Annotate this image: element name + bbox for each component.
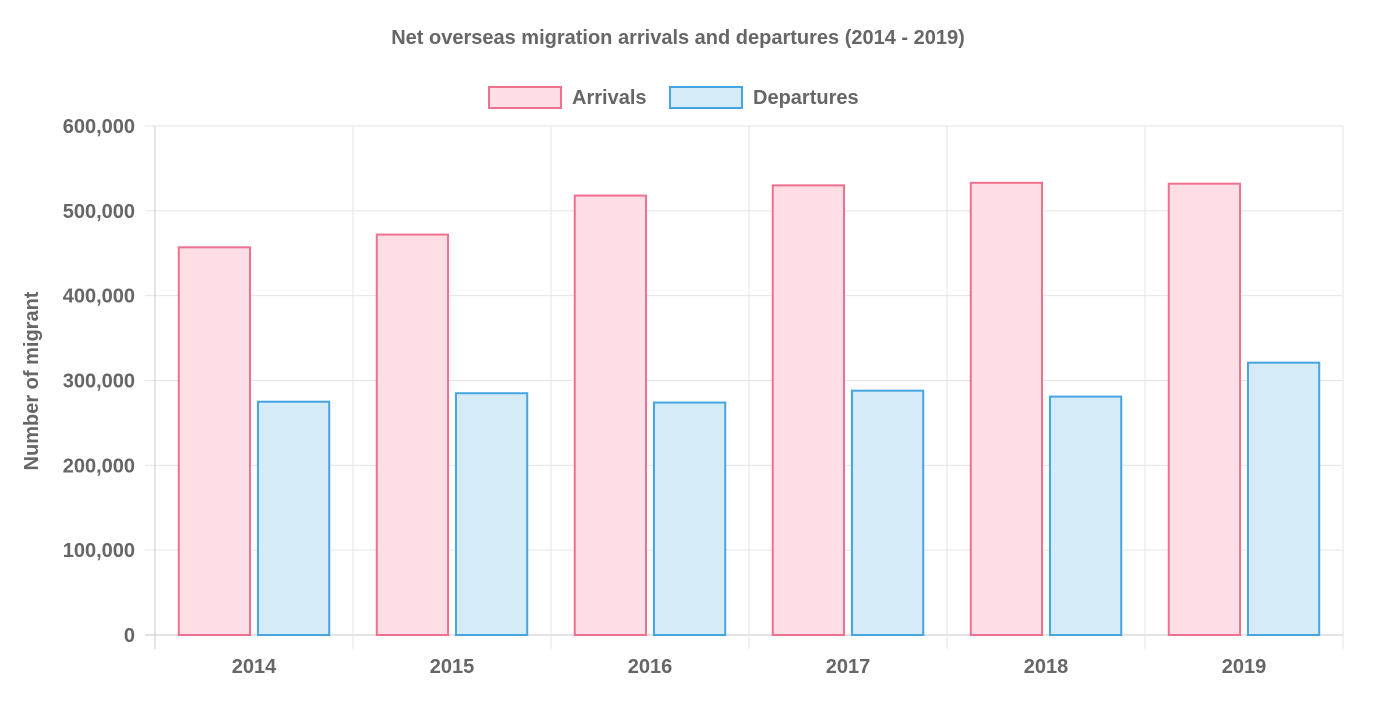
y-axis-title: Number of migrant	[21, 291, 43, 470]
bar-departures-2014[interactable]	[256, 400, 331, 637]
y-axis-ticks: 0 100,000 200,000 300,000 400,000 500,000 600,…	[63, 116, 135, 647]
y-tick-label: 100,000	[63, 540, 135, 562]
y-tick-label: 400,000	[63, 286, 135, 308]
x-tick-label: 2016	[628, 656, 673, 678]
legend-swatch-departures	[669, 86, 743, 109]
bar-arrivals-2017[interactable]	[771, 184, 846, 636]
bar-arrivals-2019[interactable]	[1167, 182, 1242, 636]
x-tick-label: 2017	[826, 656, 871, 678]
x-tick-label: 2019	[1222, 656, 1267, 678]
x-tick-label: 2014	[232, 656, 277, 678]
y-tick-label: 0	[124, 625, 135, 647]
x-axis-ticks: 2014 2015 2016 2017 2018 2019	[232, 656, 1267, 678]
chart-title: Net overseas migration arrivals and depa…	[391, 27, 965, 49]
bar-departures-2017[interactable]	[850, 389, 925, 636]
x-tick-label: 2015	[430, 656, 475, 678]
bar-departures-2019[interactable]	[1246, 361, 1321, 636]
bars	[177, 181, 1321, 637]
bar-departures-2015[interactable]	[454, 392, 529, 636]
x-tick-label: 2018	[1024, 656, 1069, 678]
bar-arrivals-2015[interactable]	[375, 233, 450, 636]
y-tick-label: 500,000	[63, 201, 135, 223]
bar-arrivals-2014[interactable]	[177, 246, 252, 636]
legend-item-departures[interactable]: Departures	[669, 86, 859, 109]
legend-swatch-arrivals	[488, 86, 562, 109]
legend-label-departures: Departures	[753, 87, 859, 109]
bar-departures-2016[interactable]	[652, 401, 727, 636]
y-tick-label: 600,000	[63, 116, 135, 138]
legend: Arrivals Departures	[488, 86, 859, 109]
legend-item-arrivals[interactable]: Arrivals	[488, 86, 647, 109]
bar-arrivals-2016[interactable]	[573, 194, 648, 637]
grid-lines	[145, 125, 1344, 649]
y-tick-label: 300,000	[63, 371, 135, 393]
bar-departures-2018[interactable]	[1048, 395, 1123, 637]
y-tick-label: 200,000	[63, 455, 135, 477]
bar-arrivals-2018[interactable]	[969, 181, 1044, 636]
legend-label-arrivals: Arrivals	[572, 87, 647, 109]
